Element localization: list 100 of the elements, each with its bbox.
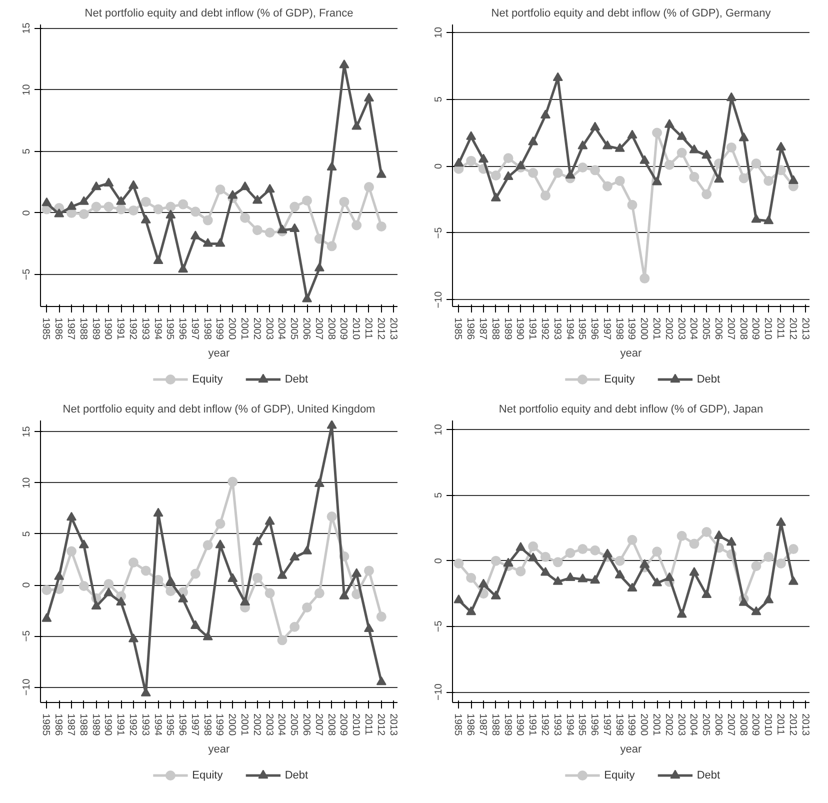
- x-tick-label: 2001: [238, 714, 250, 736]
- point: [689, 144, 700, 154]
- point: [364, 623, 374, 632]
- point: [540, 566, 550, 576]
- point: [290, 202, 300, 212]
- x-tick-label: 1991: [526, 318, 538, 340]
- x-tick-label: 2013: [799, 318, 810, 340]
- point: [178, 594, 188, 602]
- point: [277, 224, 288, 234]
- point: [490, 556, 501, 566]
- x-tick-label: 1992: [126, 714, 138, 736]
- x-tick-label: 1986: [464, 318, 476, 340]
- legend-label: Equity: [192, 374, 224, 386]
- point: [490, 192, 501, 202]
- point: [190, 230, 200, 240]
- point: [689, 172, 700, 182]
- point: [454, 158, 464, 167]
- point: [352, 220, 362, 230]
- point: [364, 92, 374, 102]
- point: [202, 631, 213, 640]
- point: [540, 190, 550, 201]
- point: [66, 546, 76, 556]
- x-tick-label: 2004: [276, 318, 287, 340]
- point: [528, 136, 538, 146]
- point: [42, 197, 52, 206]
- point: [751, 561, 762, 572]
- point: [314, 588, 324, 598]
- point: [602, 181, 612, 192]
- x-tick-label: 2002: [250, 318, 262, 340]
- point: [676, 530, 687, 541]
- point: [54, 571, 64, 580]
- point: [364, 566, 374, 576]
- x-tick-label: 1986: [464, 714, 476, 736]
- x-axis-title: year: [208, 348, 230, 360]
- point: [726, 142, 736, 152]
- point: [376, 676, 386, 686]
- legend-label: Equity: [604, 770, 636, 782]
- point: [228, 476, 238, 487]
- x-tick-label: 2008: [737, 714, 748, 736]
- point: [178, 199, 188, 210]
- x-tick-label: 2007: [312, 714, 324, 736]
- point: [140, 214, 151, 224]
- x-tick-label: 2008: [325, 714, 336, 736]
- point: [466, 156, 476, 166]
- point: [627, 130, 638, 139]
- x-tick-label: 2002: [662, 318, 674, 340]
- x-tick-label: 2011: [774, 714, 786, 736]
- point: [714, 530, 724, 540]
- legend-label: Debt: [284, 374, 308, 386]
- x-tick-label: 1995: [164, 714, 176, 736]
- x-tick-label: 2012: [374, 714, 386, 736]
- x-tick-label: 2005: [288, 714, 300, 736]
- point: [776, 142, 786, 151]
- x-tick-label: 1993: [551, 714, 562, 736]
- point: [627, 534, 638, 545]
- point: [91, 181, 102, 190]
- point: [664, 572, 674, 581]
- point: [478, 578, 488, 588]
- point: [202, 215, 213, 226]
- point: [140, 196, 151, 207]
- point: [116, 204, 126, 214]
- point: [240, 181, 250, 190]
- x-tick-label: 2000: [226, 318, 238, 340]
- point: [376, 169, 386, 178]
- y-tick-label: 0: [22, 210, 32, 216]
- point: [503, 153, 514, 164]
- point: [454, 594, 464, 604]
- x-tick-label: 2006: [300, 318, 312, 340]
- point: [264, 588, 275, 598]
- point: [590, 545, 600, 556]
- point: [590, 165, 600, 176]
- legend-label: Equity: [604, 374, 636, 386]
- y-tick-label: −5: [434, 226, 444, 239]
- point: [252, 572, 262, 583]
- point: [128, 205, 138, 216]
- x-tick-label: 2000: [638, 714, 650, 736]
- point: [490, 170, 501, 181]
- point: [190, 568, 200, 579]
- point: [252, 536, 262, 546]
- point: [528, 168, 538, 178]
- x-tick-label: 1988: [77, 318, 88, 340]
- point: [228, 190, 238, 199]
- point: [764, 594, 774, 604]
- point: [339, 196, 350, 207]
- point: [602, 140, 612, 150]
- x-tick-label: 1998: [201, 714, 212, 736]
- x-tick-label: 1990: [102, 318, 114, 340]
- point: [116, 196, 126, 205]
- y-tick-label: 10: [434, 26, 444, 38]
- point: [614, 570, 625, 578]
- point: [528, 541, 538, 552]
- point: [116, 596, 126, 606]
- point: [104, 202, 114, 212]
- x-tick-label: 2002: [662, 714, 674, 736]
- x-tick-label: 1991: [526, 714, 538, 736]
- x-tick-label: 1985: [40, 714, 52, 736]
- y-tick-label: 15: [22, 426, 32, 438]
- x-tick-label: 2013: [387, 318, 398, 340]
- point: [640, 273, 650, 284]
- point: [702, 189, 712, 200]
